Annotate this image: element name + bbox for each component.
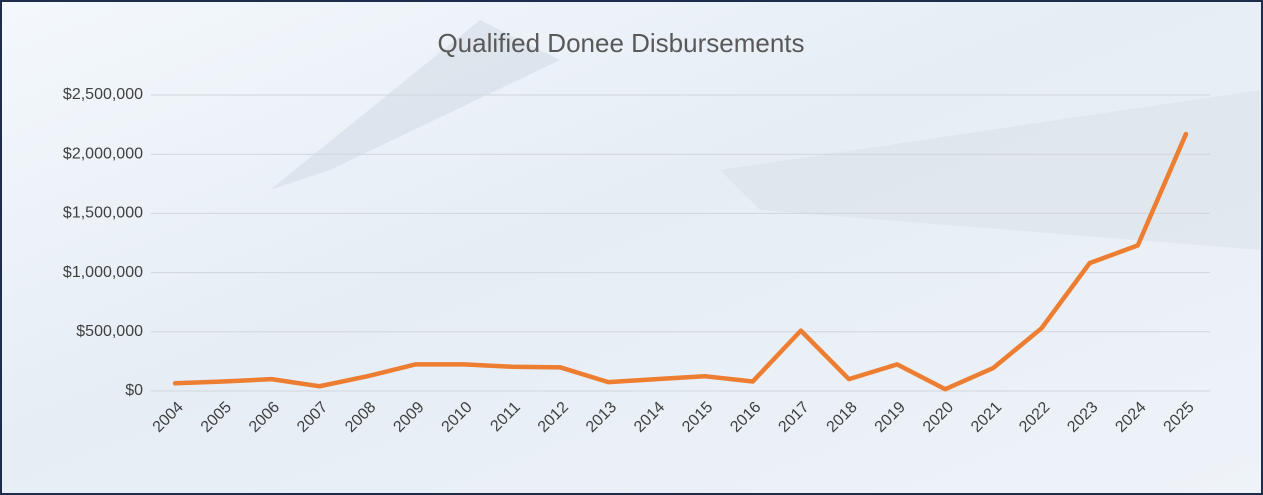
y-tick-label: $0 — [125, 382, 143, 399]
y-tick-label: $500,000 — [76, 323, 143, 340]
background-pen — [270, 20, 560, 190]
y-tick-label: $1,000,000 — [63, 264, 143, 281]
chart-title: Qualified Donee Disbursements — [437, 28, 804, 58]
background-shape — [720, 90, 1260, 250]
y-tick-label: $1,500,000 — [63, 205, 143, 222]
data-line — [172, 131, 1189, 392]
y-tick-label: $2,000,000 — [63, 145, 143, 162]
y-tick-label: $2,500,000 — [63, 86, 143, 103]
